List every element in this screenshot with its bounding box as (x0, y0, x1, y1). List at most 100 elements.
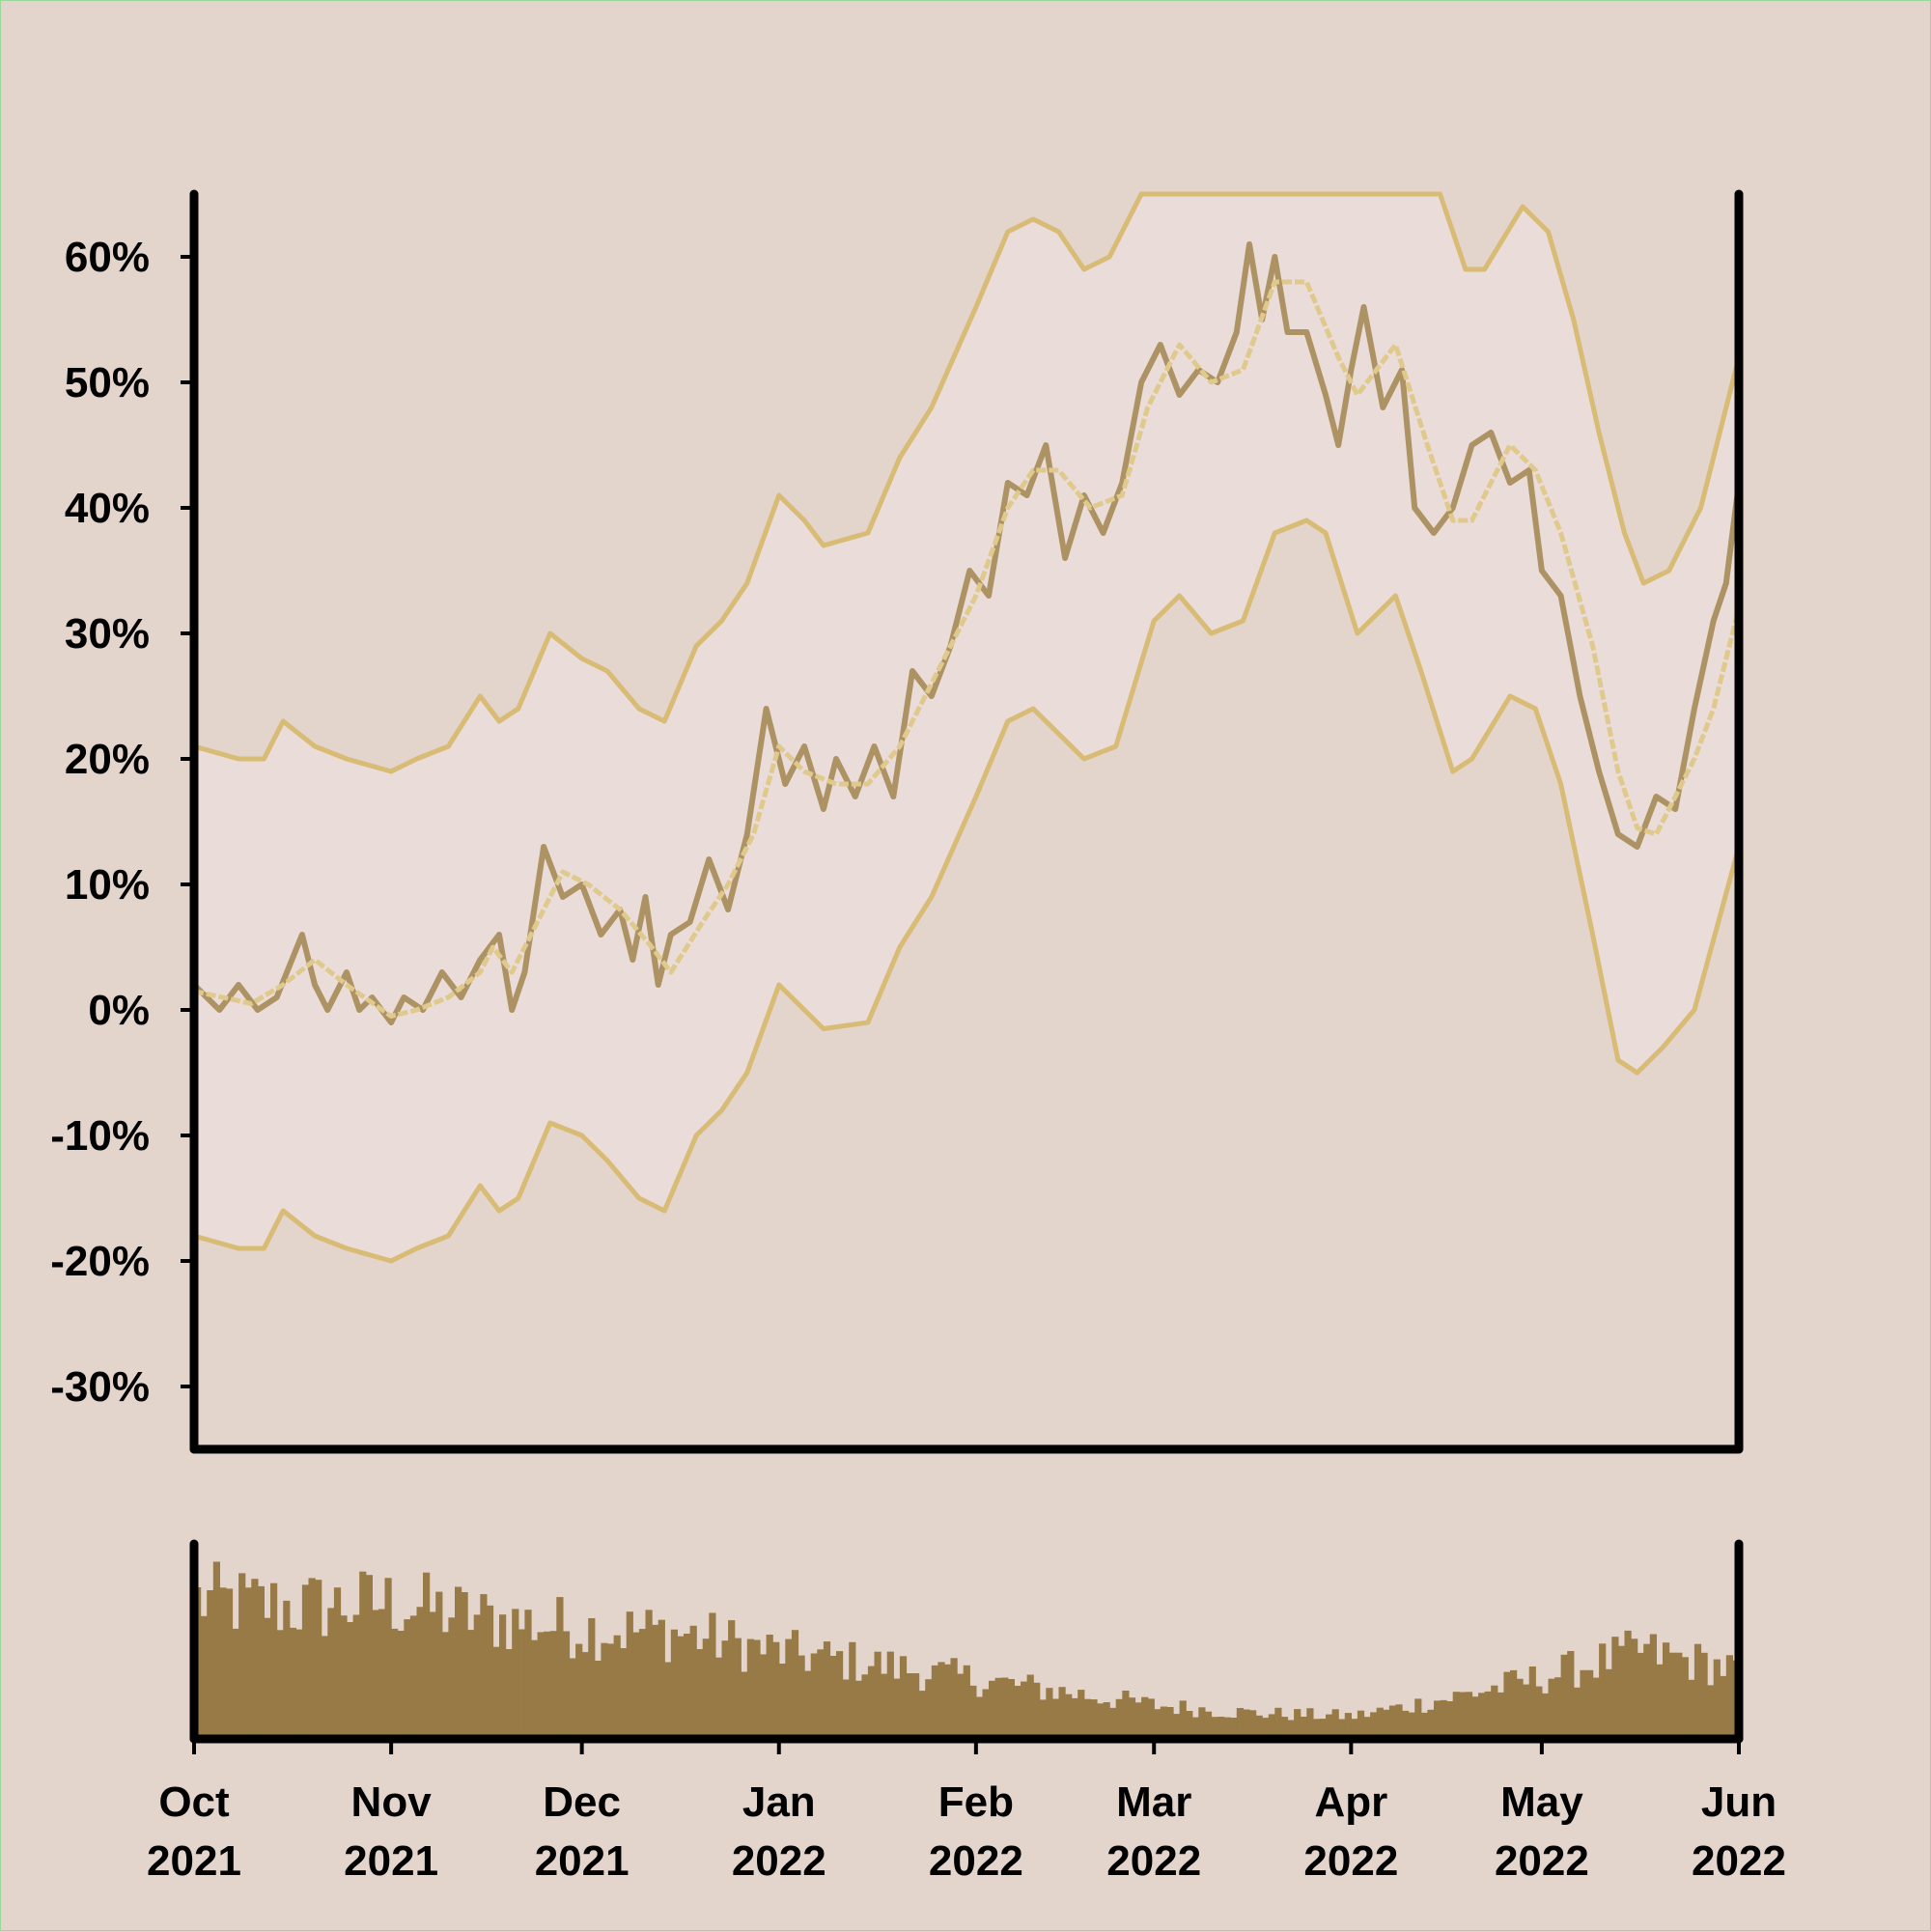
volume-bar (810, 1653, 818, 1739)
volume-bar (632, 1632, 640, 1739)
volume-bar (1039, 1699, 1047, 1739)
tick-labels: -30% -20% -10% 0% 10% 20% 30% 40% 50% 60% Oct 2021 N… (50, 234, 1786, 1885)
volume-bar (359, 1571, 367, 1739)
volume-bar (1255, 1715, 1263, 1739)
volume-bar (524, 1610, 532, 1739)
volume-bar (1058, 1687, 1066, 1739)
volume-bar (861, 1674, 869, 1739)
volume-bar (620, 1648, 628, 1739)
y-tick-label: -20% (50, 1238, 150, 1285)
volume-bar (645, 1610, 653, 1739)
volume-bar (461, 1592, 468, 1739)
volume-bar (347, 1622, 354, 1739)
lower-band-line (193, 518, 1742, 1264)
volume-bar (1725, 1655, 1733, 1739)
volume-bar (1663, 1642, 1670, 1739)
volume-bar (1351, 1719, 1358, 1739)
volume-bar (1236, 1708, 1244, 1739)
volume-bar (1611, 1637, 1619, 1739)
volume-bar (607, 1643, 615, 1739)
volume-bar (531, 1639, 539, 1739)
volume-bar (333, 1587, 342, 1739)
volume-bar (1688, 1679, 1695, 1739)
volume-bar (1376, 1707, 1384, 1739)
volume-bar (772, 1641, 780, 1739)
volume-bar (480, 1594, 488, 1739)
y-tick-label: 40% (65, 485, 150, 532)
volume-bar (1402, 1710, 1410, 1739)
volume-bar (232, 1628, 239, 1739)
volume-bar (219, 1587, 227, 1739)
volume-bar (588, 1618, 596, 1739)
volume-bar (1510, 1669, 1518, 1739)
volume-bar (537, 1632, 545, 1739)
volume-bar (594, 1661, 602, 1739)
x-tick-label-month: Jun (1701, 1778, 1777, 1826)
volume-bar (492, 1646, 500, 1739)
volume-bar (842, 1679, 850, 1739)
volume-bar (1707, 1685, 1715, 1739)
volume-bar (1408, 1712, 1415, 1739)
volume-bar (1338, 1719, 1346, 1739)
volume-bar (854, 1680, 862, 1739)
x-tick-label-year: 2022 (1692, 1837, 1786, 1885)
volume-bar (1014, 1686, 1021, 1739)
volume-bar (1605, 1668, 1612, 1739)
volume-bar (804, 1670, 812, 1739)
volume-bar (1497, 1692, 1504, 1739)
x-tick-label-month: Dec (543, 1778, 621, 1826)
volume-bar (1154, 1709, 1161, 1739)
volume-bar (957, 1673, 965, 1739)
volume-bar (301, 1584, 310, 1739)
volume-bar (1230, 1718, 1238, 1739)
volume-bar (378, 1609, 386, 1739)
volume-bar (778, 1664, 786, 1739)
volume-bar (295, 1629, 303, 1739)
volume-bar (664, 1662, 672, 1739)
x-tick-label-month: Apr (1314, 1778, 1387, 1826)
volume-bar (505, 1649, 513, 1739)
volume-bar (1643, 1643, 1651, 1739)
volume-bar (874, 1651, 882, 1739)
volume-bar (1001, 1677, 1009, 1739)
volume-bar (734, 1638, 742, 1739)
volume-bar (1478, 1693, 1486, 1739)
volume-bar (925, 1679, 933, 1739)
volume-bar (709, 1612, 716, 1739)
volume-bar (321, 1636, 328, 1739)
volume-bar (340, 1615, 348, 1739)
volume-bar (918, 1691, 926, 1739)
volume-bar (569, 1658, 576, 1739)
volume-bar (766, 1635, 773, 1739)
volume-bar (1414, 1698, 1422, 1739)
volume-bar (207, 1590, 214, 1739)
volume-bar (1592, 1677, 1600, 1739)
volume-bar (441, 1632, 449, 1739)
volume-bar (308, 1578, 316, 1739)
volume-bar (867, 1666, 876, 1739)
y-tick-label: 10% (65, 861, 150, 909)
volume-bar (429, 1611, 436, 1739)
value-line (191, 241, 1742, 1025)
volume-bar (1160, 1706, 1167, 1739)
volume-bar (1223, 1717, 1231, 1739)
volume-bar (257, 1585, 265, 1739)
volume-bar (409, 1615, 418, 1739)
volume-bar (1090, 1699, 1098, 1739)
volume-bar (829, 1656, 837, 1739)
volume-bar (1097, 1703, 1105, 1739)
volume-bar (944, 1664, 952, 1739)
volume-bar (677, 1636, 685, 1739)
axes (181, 189, 1744, 1754)
volume-bar (225, 1588, 234, 1739)
y-tick-label: 0% (88, 987, 150, 1034)
volume-bar (658, 1619, 665, 1739)
main-plot (191, 191, 1742, 1264)
volume-bar (1280, 1717, 1289, 1739)
volume-bar (906, 1673, 913, 1739)
volume-bar (1370, 1712, 1378, 1739)
volume-bar (1147, 1698, 1155, 1739)
volume-bar (1204, 1711, 1213, 1739)
volume-bar (798, 1655, 805, 1739)
